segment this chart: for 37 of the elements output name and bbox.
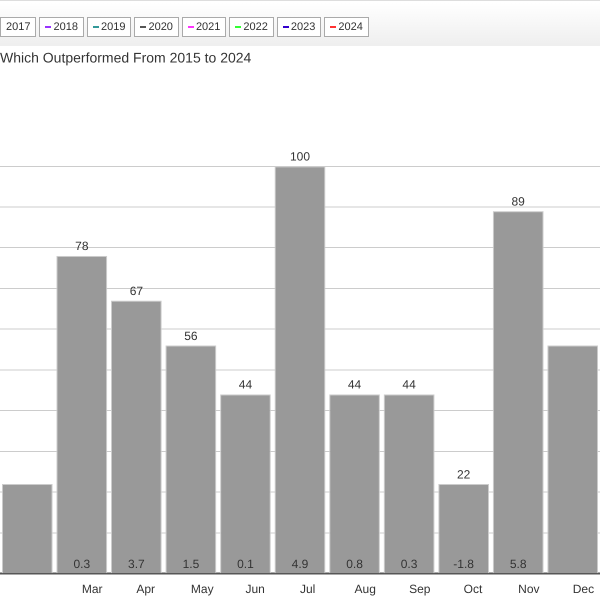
annotation: 0.3	[73, 556, 90, 571]
x-tick-label: Apr	[136, 582, 156, 596]
x-tick-label: Dec	[572, 582, 594, 596]
x-tick-label: Nov	[518, 582, 540, 596]
x-tick-label: Oct	[464, 582, 483, 596]
x-tick-label: Mar	[82, 582, 102, 596]
annotation: 5.8	[510, 556, 527, 571]
x-tick-label: Jun	[245, 582, 265, 596]
data-label: 56	[184, 328, 198, 343]
data-label: 44	[402, 378, 416, 392]
annotation: 0.3	[400, 556, 418, 571]
x-tick-label: Jul	[300, 582, 316, 596]
data-label: 100	[290, 150, 310, 164]
text: 2023	[276, 17, 322, 37]
data-label: 22	[456, 467, 471, 482]
chart-title: Which Outperformed From 2015 to 2024	[0, 49, 252, 66]
x-tick-label: Sep	[409, 582, 431, 596]
annotation: -1.8	[453, 556, 474, 571]
data-label: 67	[130, 284, 144, 298]
text: 2019	[86, 17, 132, 37]
data-label: 44	[348, 378, 362, 392]
text: 2020	[134, 17, 179, 37]
annotation: 1.5	[182, 556, 200, 571]
data-label: 89	[512, 194, 526, 208]
text: 2017	[0, 17, 36, 37]
annotation: 0.8	[346, 556, 364, 571]
text: 2022	[229, 17, 274, 37]
text: 2024	[324, 17, 369, 37]
text: 2018	[39, 17, 84, 37]
x-tick-label: May	[190, 582, 214, 596]
annotation: 0.1	[237, 556, 254, 571]
text: 2021	[182, 17, 226, 37]
annotation: 4.9	[292, 556, 309, 571]
annotation: 3.7	[128, 556, 146, 571]
data-label: 44	[238, 378, 252, 392]
data-label: 78	[75, 239, 89, 254]
x-tick-label: Aug	[354, 582, 376, 596]
